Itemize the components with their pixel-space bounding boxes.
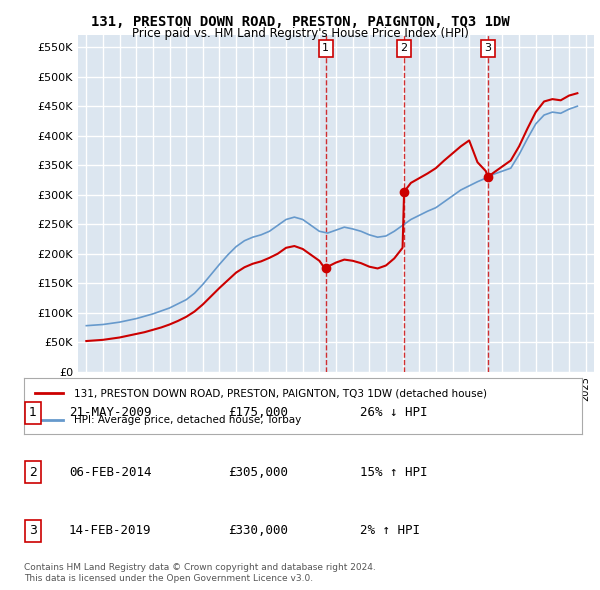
Text: HPI: Average price, detached house, Torbay: HPI: Average price, detached house, Torb… [74, 415, 301, 425]
Text: 3: 3 [484, 44, 491, 53]
Text: Price paid vs. HM Land Registry's House Price Index (HPI): Price paid vs. HM Land Registry's House … [131, 27, 469, 40]
Text: £175,000: £175,000 [228, 407, 288, 419]
Text: 21-MAY-2009: 21-MAY-2009 [69, 407, 151, 419]
Text: £330,000: £330,000 [228, 525, 288, 537]
Text: £305,000: £305,000 [228, 466, 288, 478]
Text: 2: 2 [29, 466, 37, 478]
Text: 2: 2 [401, 44, 407, 53]
Text: 131, PRESTON DOWN ROAD, PRESTON, PAIGNTON, TQ3 1DW: 131, PRESTON DOWN ROAD, PRESTON, PAIGNTO… [91, 15, 509, 29]
Text: 14-FEB-2019: 14-FEB-2019 [69, 525, 151, 537]
Text: 3: 3 [29, 525, 37, 537]
Text: 1: 1 [29, 407, 37, 419]
Text: 2% ↑ HPI: 2% ↑ HPI [360, 525, 420, 537]
Text: 1: 1 [322, 44, 329, 53]
Text: 15% ↑ HPI: 15% ↑ HPI [360, 466, 427, 478]
Text: 26% ↓ HPI: 26% ↓ HPI [360, 407, 427, 419]
Text: 131, PRESTON DOWN ROAD, PRESTON, PAIGNTON, TQ3 1DW (detached house): 131, PRESTON DOWN ROAD, PRESTON, PAIGNTO… [74, 388, 487, 398]
Text: Contains HM Land Registry data © Crown copyright and database right 2024.
This d: Contains HM Land Registry data © Crown c… [24, 563, 376, 583]
Text: 06-FEB-2014: 06-FEB-2014 [69, 466, 151, 478]
